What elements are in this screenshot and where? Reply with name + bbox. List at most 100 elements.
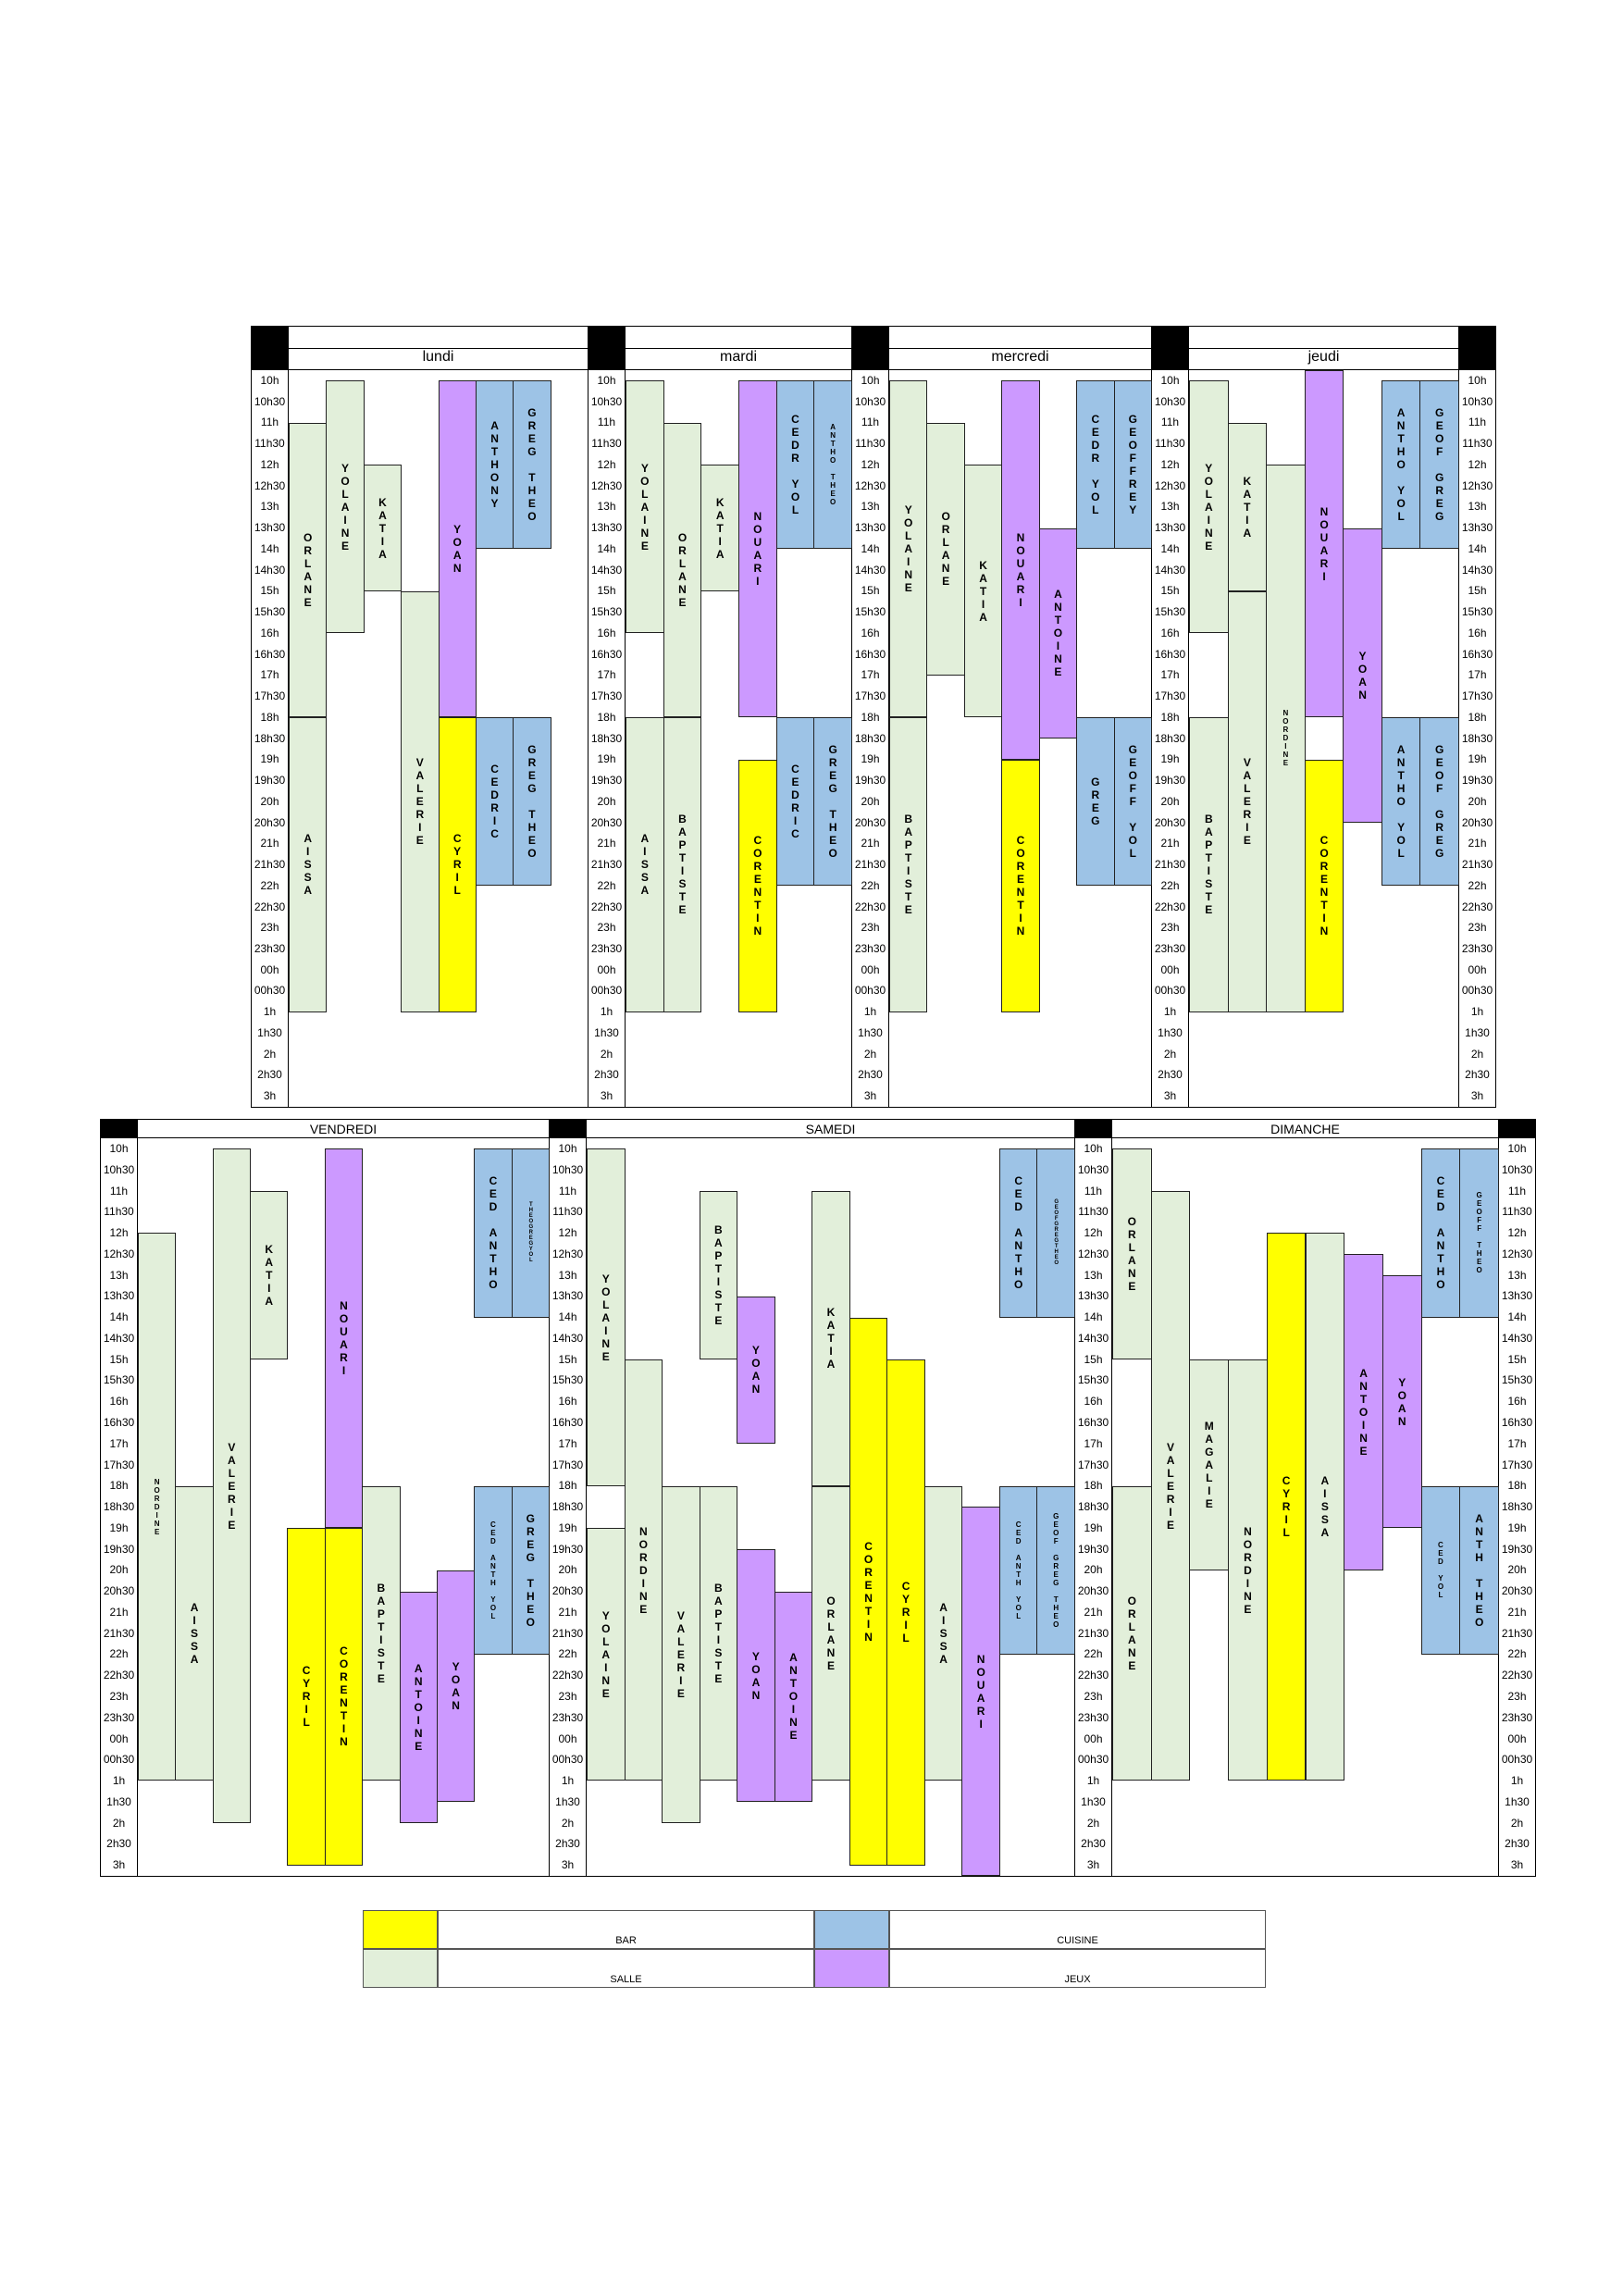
time-label: 1h30 <box>1158 1025 1183 1039</box>
shift-employee-name: KATIA <box>976 558 990 624</box>
time-label: 14h30 <box>1154 563 1186 577</box>
time-label: 10h <box>861 374 880 387</box>
time-label: 20h30 <box>1154 815 1186 829</box>
shift-employee-name: NOUARI <box>337 1299 351 1378</box>
shift-employee-name: VALERIE <box>225 1440 239 1532</box>
time-label: 20h <box>1084 1563 1103 1577</box>
time-label: 18h30 <box>1154 731 1186 745</box>
shift-block-cuisine: GEOF GREG THEO <box>1036 1485 1075 1655</box>
time-label: 16h30 <box>854 647 886 661</box>
time-label: 10h <box>1160 374 1180 387</box>
time-label: 15h <box>1084 1352 1103 1366</box>
time-label: 11h <box>597 416 616 429</box>
shift-block-salle: YOLAINE <box>587 1148 626 1486</box>
time-label: 00h30 <box>1077 1753 1109 1767</box>
time-label: 2h <box>561 1816 575 1830</box>
shift-employee-name: GEOF GREG <box>1432 743 1446 861</box>
shift-employee-name: GREG <box>1088 776 1102 828</box>
shift-block-jeux: NOUARI <box>324 1148 364 1529</box>
shift-employee-name: NOUARI <box>1317 504 1331 583</box>
time-label: 20h <box>260 794 279 808</box>
time-label: 22h <box>1084 1647 1103 1661</box>
legend-swatch-bar <box>363 1910 438 1949</box>
time-label: 11h30 <box>104 1205 134 1219</box>
shift-employee-name: CED ANTHO <box>486 1174 500 1292</box>
shift-employee-name: CED ANTHO <box>1433 1174 1447 1292</box>
time-label: 13h <box>1468 500 1487 514</box>
shift-block-salle: ORLANE <box>926 422 965 676</box>
time-label: 11h <box>1507 1184 1527 1198</box>
time-label: 21h30 <box>590 858 623 872</box>
shift-block-salle: NORDINE <box>624 1359 663 1781</box>
time-label: 2h <box>1163 1047 1177 1061</box>
time-label: 23h <box>1084 1690 1103 1704</box>
legend-label-jeux: JEUX <box>889 1949 1266 1988</box>
time-label: 13h30 <box>1077 1289 1109 1303</box>
shift-block-bar: CYRIL <box>886 1359 925 1866</box>
shift-employee-name: BAPTISTE <box>675 813 689 917</box>
time-label: 19h <box>1507 1520 1527 1534</box>
time-label: 00h <box>109 1731 129 1745</box>
time-label: 22h <box>558 1647 577 1661</box>
time-label: 00h30 <box>1154 984 1186 998</box>
shift-block-salle: AISSA <box>1305 1233 1345 1781</box>
shift-employee-name: VALERIE <box>1240 756 1254 848</box>
time-header-bar <box>1458 326 1496 370</box>
time-label: 12h30 <box>1154 478 1186 492</box>
shift-block-cuisine: ANTH THEO <box>1459 1485 1499 1655</box>
time-label: 21h <box>1160 837 1180 850</box>
shift-employee-name: NOUARI <box>1013 531 1027 610</box>
time-label: 21h <box>1084 1605 1103 1619</box>
time-label: 20h30 <box>1501 1584 1533 1598</box>
time-label: 13h30 <box>854 521 886 535</box>
time-header-bar <box>100 1119 138 1138</box>
time-label: 17h30 <box>254 689 286 703</box>
day-header: VENDREDI <box>138 1119 549 1138</box>
shift-block-salle: KATIA <box>963 465 1003 718</box>
time-label: 18h30 <box>590 731 623 745</box>
shift-employee-name: ANTHO YOL <box>1394 743 1408 861</box>
shift-employee-name: YOLAINE <box>901 503 915 595</box>
time-label: 21h30 <box>1501 1626 1533 1640</box>
time-label: 21h30 <box>1077 1626 1109 1640</box>
time-column: 10h 10h30 11h 11h30 12h 12h30 13h 13h30 14h 14h30… <box>1458 370 1496 1107</box>
table-bottom-border <box>251 1106 1496 1108</box>
shift-employee-name: THEOGREGYOL <box>527 1202 534 1264</box>
time-label: 2h <box>863 1047 877 1061</box>
time-label: 3h <box>112 1858 126 1872</box>
shift-block-bar: CORENTIN <box>849 1317 888 1866</box>
time-label: 13h <box>1507 1268 1527 1282</box>
shift-block-cuisine: GREG THEO <box>513 380 551 550</box>
time-label: 15h <box>1507 1352 1527 1366</box>
time-label: 17h <box>109 1436 129 1450</box>
time-label: 17h30 <box>590 689 623 703</box>
day-header: lundi <box>289 348 588 370</box>
time-label: 15h <box>861 584 880 598</box>
time-label: 14h <box>1468 541 1487 555</box>
shift-block-cuisine: GREG THEO <box>513 717 551 887</box>
shift-employee-name: AISSA <box>188 1601 202 1667</box>
time-label: 17h30 <box>1077 1458 1109 1471</box>
time-header-bar <box>251 326 289 370</box>
time-label: 11h <box>861 416 880 429</box>
shift-block-salle: YOLAINE <box>326 380 365 634</box>
shift-block-cuisine: CED ANTH YOL <box>998 1485 1038 1655</box>
shift-employee-name: ORLANE <box>1125 1215 1139 1294</box>
shift-block-cuisine: CED ANTHO <box>1420 1148 1461 1318</box>
time-label: 22h <box>260 878 279 892</box>
time-label: 3h <box>1510 1858 1524 1872</box>
time-column: 10h 10h30 11h 11h30 12h 12h30 13h 13h30 14h 14h30… <box>251 370 289 1107</box>
shift-block-bar: CORENTIN <box>738 759 777 1012</box>
time-label: 1h30 <box>1505 1794 1530 1808</box>
time-label: 16h30 <box>1461 647 1493 661</box>
time-column: 10h 10h30 11h 11h30 12h 12h30 13h 13h30 14h 14h30… <box>851 370 889 1107</box>
shift-employee-name: CYRIL <box>1280 1474 1294 1540</box>
day-header: mardi <box>626 348 851 370</box>
time-label: 10h30 <box>1154 394 1186 408</box>
time-label: 21h <box>861 837 880 850</box>
shift-employee-name: YOAN <box>449 1660 463 1713</box>
time-column: 10h 10h30 11h 11h30 12h 12h30 13h 13h30 14h 14h30… <box>1074 1138 1112 1876</box>
time-label: 22h30 <box>1077 1669 1109 1682</box>
time-label: 20h <box>109 1563 129 1577</box>
shift-block-jeux: ANTOINE <box>774 1591 813 1803</box>
